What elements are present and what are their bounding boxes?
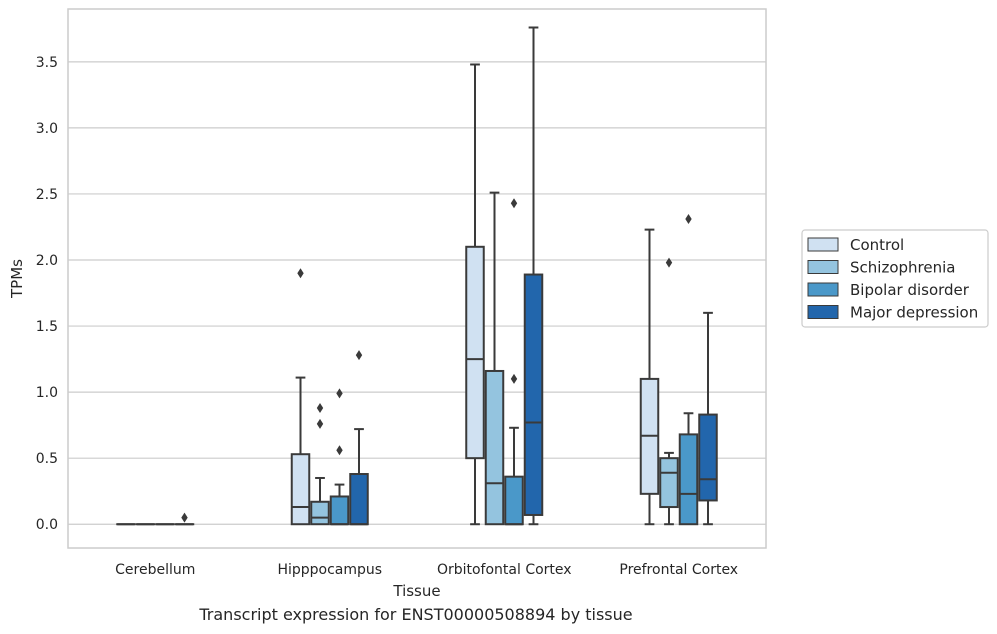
x-tick-label: Prefrontal Cortex [619, 562, 738, 578]
legend-swatch [807, 237, 839, 252]
outlier-point [665, 257, 673, 268]
box [659, 457, 679, 509]
box [484, 369, 505, 526]
outlier-point [316, 418, 324, 429]
legend-label: Bipolar disorder [850, 281, 970, 299]
y-tick-label: 0.5 [36, 451, 58, 467]
outlier-point [316, 402, 324, 413]
y-tick-label: 2.5 [36, 187, 58, 203]
outlier-point [685, 214, 692, 225]
series-control [116, 63, 660, 526]
box [678, 433, 699, 526]
box [290, 453, 311, 526]
legend-swatch [807, 305, 839, 319]
grid-lines [68, 61, 766, 525]
outlier-point [336, 445, 343, 456]
series-schizophrenia [135, 191, 679, 526]
y-tick-label: 2.0 [36, 253, 58, 269]
y-axis-ticks: 0.0 0.5 1.0 1.5 2.0 2.5 3.0 3.5 [36, 55, 58, 533]
y-tick-label: 3.5 [36, 55, 58, 71]
box [349, 473, 369, 526]
box [698, 413, 718, 502]
outlier-point [510, 198, 518, 209]
legend-swatch [807, 282, 839, 297]
box-series [116, 26, 718, 526]
y-tick-label: 1.0 [36, 385, 58, 401]
plot-frame [67, 8, 767, 549]
box [310, 500, 330, 526]
y-tick-label: 1.5 [36, 319, 58, 335]
outlier-point [181, 512, 188, 523]
y-tick-label: 3.0 [36, 121, 58, 137]
legend-frame [801, 229, 989, 328]
outlier-point [297, 268, 304, 279]
outlier-point [336, 388, 343, 399]
x-tick-label: Hipppocampus [277, 562, 382, 578]
legend: Control Schizophrenia Bipolar disorder Majo… [801, 229, 989, 328]
legend-label: Schizophrenia [850, 259, 955, 277]
outlier-point [510, 373, 518, 384]
box [465, 245, 485, 460]
outlier-point [355, 350, 363, 361]
series-major-depression [174, 26, 718, 526]
x-tick-label: Cerebellum [115, 562, 195, 578]
legend-label: Control [850, 236, 904, 254]
figure-caption: Transcript expression for ENST0000050889… [199, 605, 633, 624]
x-tick-label: Orbitofontal Cortex [437, 562, 572, 578]
box [504, 475, 524, 526]
x-axis-title: Tissue [392, 582, 440, 600]
series-bipolar-disorder [155, 198, 699, 526]
box [523, 273, 544, 516]
legend-swatch [807, 260, 839, 274]
legend-label: Major depression [850, 304, 978, 322]
x-axis-ticks: Cerebellum Hipppocampus Orbitofontal Corte… [115, 562, 738, 578]
y-axis-title: TPMs [8, 259, 26, 299]
y-tick-label: 0.0 [36, 517, 58, 533]
box [329, 495, 350, 526]
